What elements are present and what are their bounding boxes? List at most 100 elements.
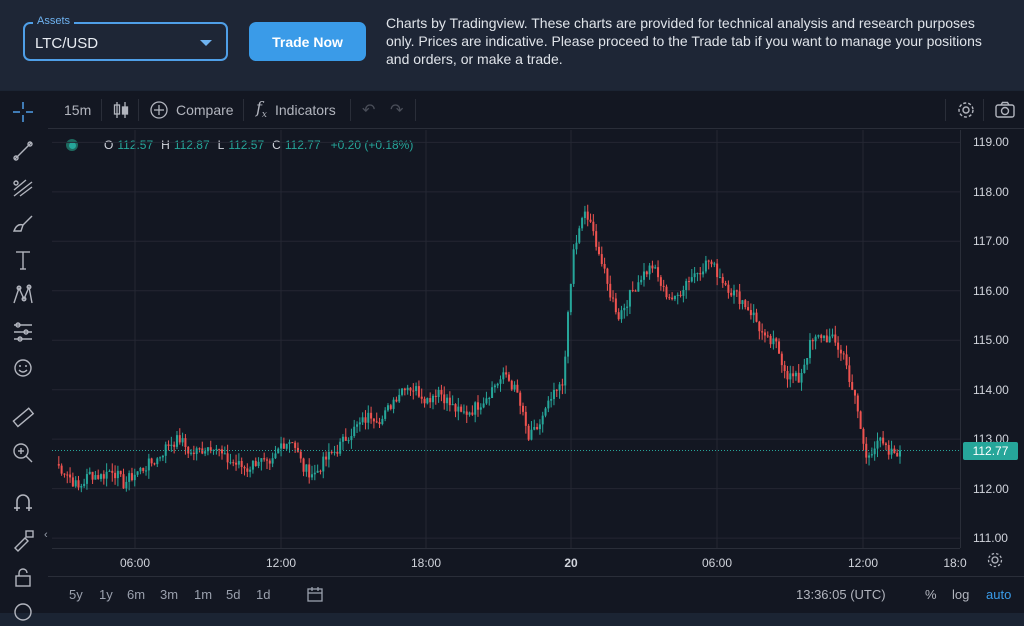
candle-body <box>505 372 508 375</box>
ruler-icon[interactable] <box>9 403 37 431</box>
camera-icon[interactable] <box>994 91 1016 128</box>
toolbar-divider <box>138 99 139 121</box>
crosshair-icon[interactable] <box>9 98 37 126</box>
candle-body <box>153 463 156 465</box>
range-5d[interactable]: 5d <box>226 587 241 602</box>
candle-body <box>83 483 86 487</box>
candle-body <box>876 440 879 449</box>
candle-body <box>437 389 440 398</box>
candle-body <box>226 453 229 463</box>
chevron-down-icon[interactable] <box>200 40 212 46</box>
candle-body <box>761 331 764 333</box>
candle-body <box>823 335 826 339</box>
candle-body <box>277 448 280 454</box>
trend-line-icon[interactable] <box>9 137 37 165</box>
candle-body <box>859 411 862 429</box>
candle-body <box>651 265 654 269</box>
log-toggle[interactable]: log <box>952 587 970 602</box>
candle-body <box>550 399 553 401</box>
range-3m[interactable]: 3m <box>160 587 179 602</box>
prediction-tool-icon[interactable] <box>9 318 37 346</box>
pattern-tool-icon[interactable] <box>9 281 37 309</box>
price-chart[interactable] <box>52 130 960 548</box>
eye-icon[interactable] <box>9 598 37 626</box>
trade-now-button[interactable]: Trade Now <box>249 22 366 61</box>
candle-body <box>229 462 232 464</box>
candle-body <box>665 286 668 298</box>
candle-body <box>749 309 752 316</box>
candle-body <box>100 474 103 479</box>
auto-toggle[interactable]: auto <box>986 587 1012 602</box>
candle-body <box>381 418 384 425</box>
range-1y[interactable]: 1y <box>99 587 113 602</box>
asset-select[interactable]: Assets LTC/USD <box>23 15 228 61</box>
price-axis[interactable]: 119.00 118.00 117.00 116.00 115.00 114.00 113.… <box>960 130 1024 548</box>
candle-body <box>434 395 437 398</box>
range-1d[interactable]: 1d <box>256 587 271 602</box>
undo-icon[interactable]: ↶ <box>362 101 376 119</box>
range-1m[interactable]: 1m <box>194 587 213 602</box>
candle-body <box>251 460 254 470</box>
time-axis[interactable]: 06:00 12:00 18:00 20 06:00 12:00 18:0 <box>52 548 967 577</box>
range-6m[interactable]: 6m <box>127 587 146 602</box>
candle-body <box>519 392 522 406</box>
text-tool-icon[interactable] <box>9 246 37 274</box>
bottom-toolbar: 5y 1y 6m 3m 1m 5d 1d 13:36:05 (UTC) % lo… <box>48 576 1024 614</box>
percent-toggle[interactable]: % <box>925 587 937 602</box>
ohlc-legend: O 112.57 H 112.87 L 112.57 C 112.77 +0.20 (+… <box>66 138 413 152</box>
settings-gear-icon[interactable] <box>956 91 976 128</box>
candle-body <box>384 410 387 419</box>
lock-drawing-icon[interactable] <box>9 526 37 554</box>
collapse-toolbar-icon[interactable]: ‹ <box>44 529 48 541</box>
candle-body <box>704 260 707 272</box>
axis-settings-icon[interactable] <box>986 551 1004 574</box>
candle-body <box>333 451 336 453</box>
candle-body <box>873 448 876 455</box>
candle-body <box>105 471 108 479</box>
candle-body <box>595 231 598 247</box>
candle-body <box>896 453 899 457</box>
time-tick-label: 18:00 <box>410 556 442 570</box>
magnet-icon[interactable] <box>9 489 37 517</box>
candle-body <box>206 447 209 452</box>
interval-button[interactable]: 15m <box>64 101 92 118</box>
range-5y[interactable]: 5y <box>69 587 83 602</box>
candle-body <box>209 447 212 451</box>
candle-body <box>80 486 83 488</box>
candle-body <box>631 290 634 292</box>
goto-date-icon[interactable] <box>306 585 324 606</box>
candle-body <box>296 447 299 452</box>
candle-body <box>130 473 133 481</box>
brush-icon[interactable] <box>9 209 37 237</box>
candle-body <box>139 467 142 472</box>
indicators-button[interactable]: fx Indicators <box>256 91 336 128</box>
emoji-icon[interactable] <box>9 354 37 382</box>
candle-body <box>178 435 181 443</box>
candle-body <box>648 265 651 275</box>
candle-body <box>735 290 738 292</box>
candle-body <box>114 472 117 479</box>
candles-style-icon[interactable] <box>112 91 130 128</box>
time-tick-label: 20 <box>564 556 578 570</box>
redo-icon[interactable]: ↷ <box>390 101 404 119</box>
candle-body <box>879 437 882 441</box>
candle-body <box>898 450 902 457</box>
compare-button[interactable]: Compare <box>149 91 234 128</box>
candle-body <box>451 404 454 406</box>
time-tick-label: 06:00 <box>119 556 151 570</box>
candle-body <box>687 281 691 283</box>
candle-body <box>811 339 814 342</box>
utc-clock[interactable]: 13:36:05 (UTC) <box>796 587 886 602</box>
candle-body <box>181 438 184 443</box>
candle-body <box>69 474 72 478</box>
candle-body <box>311 474 314 478</box>
fib-tools-icon[interactable] <box>9 173 37 201</box>
candle-body <box>66 474 69 476</box>
candle-body <box>161 455 164 458</box>
zoom-in-icon[interactable] <box>9 439 37 467</box>
open-label: O <box>104 138 114 152</box>
candle-body <box>707 260 710 262</box>
price-tick-label: 119.00 <box>973 135 1009 150</box>
lock-icon[interactable] <box>9 563 37 591</box>
candle-body <box>668 297 671 299</box>
